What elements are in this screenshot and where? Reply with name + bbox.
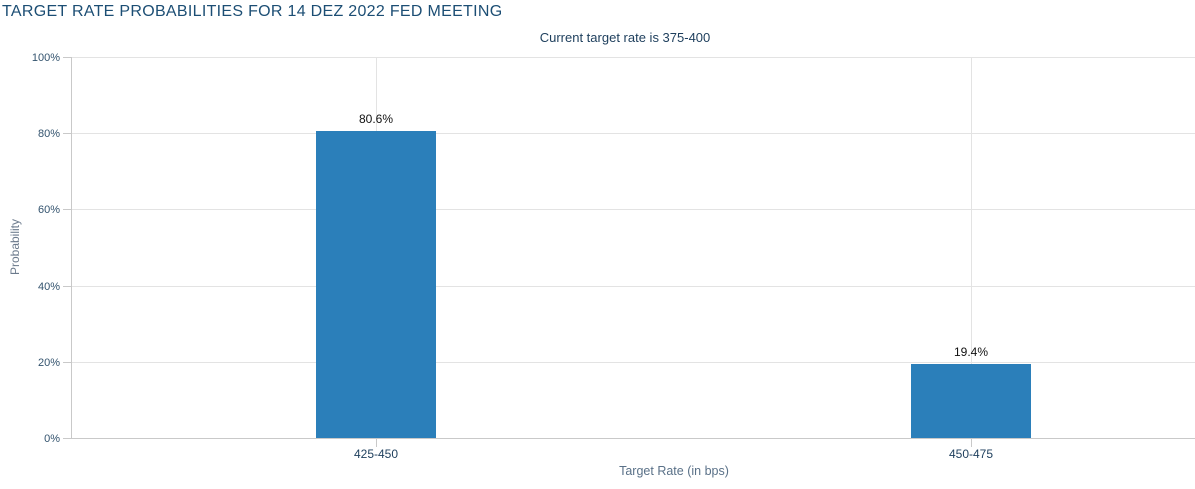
bar-425-450[interactable]: [316, 130, 436, 438]
y-gridline: [71, 133, 1195, 134]
y-gridline: [71, 286, 1195, 287]
chart-subtitle: Current target rate is 375-400: [539, 30, 711, 45]
x-axis-tick: [376, 439, 377, 447]
y-axis-tick: [63, 286, 71, 287]
y-tick-label: 100%: [31, 51, 60, 64]
y-gridline: [71, 57, 1195, 58]
chart-title: TARGET RATE PROBABILITIES FOR 14 DEZ 202…: [2, 3, 503, 20]
y-tick-label: 40%: [37, 280, 60, 293]
x-axis-title: Target Rate (in bps): [619, 464, 729, 478]
y-axis-line: [71, 57, 72, 438]
y-gridline: [71, 362, 1195, 363]
y-tick-label: 20%: [37, 356, 60, 369]
y-tick-label: 0%: [44, 432, 60, 445]
x-gridline: [971, 57, 972, 438]
y-axis-tick: [63, 362, 71, 363]
x-tick-label: 450-475: [948, 447, 994, 461]
y-axis-tick: [63, 133, 71, 134]
x-axis-line: [63, 438, 1195, 439]
y-axis-tick: [63, 57, 71, 58]
y-axis-title: Probability: [8, 218, 22, 276]
y-tick-label: 60%: [37, 203, 60, 216]
x-axis-tick: [971, 439, 972, 447]
y-axis-tick: [63, 209, 71, 210]
x-tick-label: 425-450: [353, 447, 399, 461]
y-gridline: [71, 209, 1195, 210]
y-tick-label: 80%: [37, 127, 60, 140]
bar-value-label: 80.6%: [358, 111, 394, 126]
bar-450-475[interactable]: [911, 364, 1031, 438]
bar-value-label: 19.4%: [953, 345, 989, 360]
